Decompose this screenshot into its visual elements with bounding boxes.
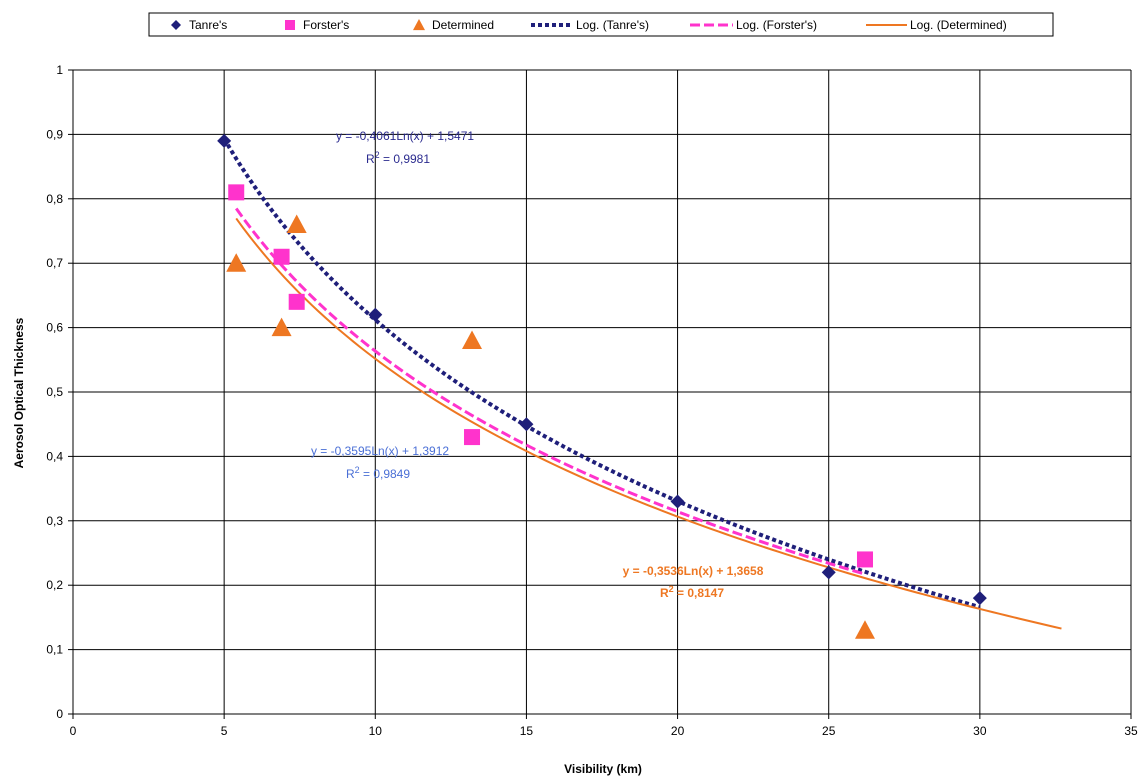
x-tick-label-0: 0 [70,724,77,738]
determined-point-2 [271,317,292,337]
trendline-log-determined [235,217,1062,630]
data-markers [217,133,987,639]
determined-equation: y = -0,3536Ln(x) + 1,3658 [623,564,764,578]
gridlines [72,69,1132,715]
legend-label-log-forster-s: Log. (Forster's) [736,18,817,32]
y-tick-label-3: 0,3 [46,514,63,528]
forster-s-point-4 [856,551,873,568]
y-tick-label-4: 0,4 [46,449,63,463]
x-tick-label-7: 35 [1124,724,1138,738]
x-tick-label-5: 25 [822,724,836,738]
forster-r-squared: R2 = 0,9849 [346,465,410,481]
determined-equation-annotation: y = -0,3536Ln(x) + 1,3658 R2 = 0,8147 [623,564,764,600]
x-axis-title: Visibility (km) [564,762,642,776]
y-tick-label-1: 0,1 [46,643,63,657]
legend-label-forster-s: Forster's [303,18,349,32]
tanre-equation: y = -0,4061Ln(x) + 1,5471 [336,129,474,143]
tick-labels: 0 5 10 15 20 25 30 35 0 0,1 0,2 0,3 0,4 0,5 0,6 0,7 0,8 0… [46,63,1138,738]
tanre-s-point-1 [368,307,383,322]
legend-marker-forster-s [285,20,295,30]
trendline-log-forster-s [235,207,866,576]
forster-equation: y = -0,3595Ln(x) + 1,3912 [311,444,449,458]
determined-point-4 [854,620,875,639]
tanre-equation-annotation: y = -0,4061Ln(x) + 1,5471 R2 = 0,9981 [336,129,474,166]
y-tick-label-7: 0,7 [46,256,63,270]
y-tick-label-9: 0,9 [46,127,63,141]
determined-point-0 [226,253,247,272]
tanre-s-point-0 [217,133,232,148]
legend-marker-tanre-s [171,20,181,30]
trendlines [222,137,1062,630]
y-tick-label-10: 1 [56,63,63,77]
legend: Tanre's Forster's Determined Log. (Tanre's)… [148,12,1054,37]
determined-point-3 [462,330,483,349]
x-tick-label-4: 20 [671,724,685,738]
y-axis-title: Aerosol Optical Thickness [12,317,26,468]
axes [68,69,1132,719]
y-tick-label-8: 0,8 [46,192,63,206]
x-tick-label-1: 5 [221,724,228,738]
determined-r-squared: R2 = 0,8147 [660,584,724,600]
forster-s-point-1 [273,248,290,265]
tanre-s-point-5 [972,591,987,606]
tanre-s-point-2 [519,417,534,432]
y-tick-label-6: 0,6 [46,321,63,335]
x-tick-label-3: 15 [520,724,534,738]
forster-s-point-3 [464,429,481,446]
y-tick-label-0: 0 [56,707,63,721]
forster-equation-annotation: y = -0,3595Ln(x) + 1,3912 R2 = 0,9849 [311,444,449,481]
legend-marker-determined [413,19,425,31]
legend-label-tanre-s: Tanre's [189,18,227,32]
x-tick-label-2: 10 [369,724,383,738]
y-tick-label-5: 0,5 [46,385,63,399]
legend-label-determined: Determined [432,18,494,32]
forster-s-point-0 [228,184,245,201]
legend-label-log-determined: Log. (Determined) [910,18,1007,32]
x-tick-label-6: 30 [973,724,987,738]
tanre-s-point-3 [670,494,685,509]
tanre-r-squared: R2 = 0,9981 [366,150,430,166]
legend-box [148,12,1054,37]
forster-s-point-2 [288,293,305,310]
y-tick-label-2: 0,2 [46,578,63,592]
trendline-log-tanre-s [222,137,981,610]
legend-label-log-tanre-s: Log. (Tanre's) [576,18,649,32]
determined-point-1 [286,214,307,234]
tanre-s-point-4 [821,565,836,580]
